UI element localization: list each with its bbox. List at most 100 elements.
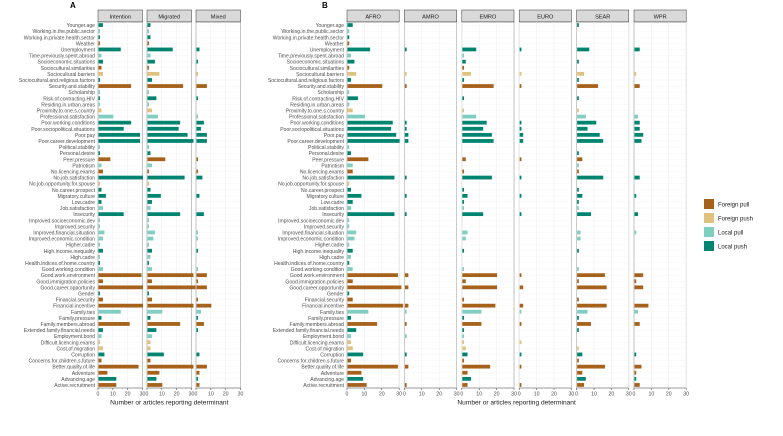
bar [634,71,637,76]
bar [634,120,640,125]
bar [147,108,152,113]
x-tick-label: 20 [551,392,557,398]
x-tick-label: 0 [346,392,349,398]
bar [462,169,465,174]
category-label: Sociocultural.and.religious.factors [19,78,96,84]
bar [98,309,121,314]
bar [347,47,371,52]
category-label: Family.members.abroad [289,322,344,328]
category-label: Peer.pressure [312,157,344,163]
category-label: High.income.inequality [293,249,345,255]
bar [98,352,105,357]
category-label: Low.cadre [72,200,95,206]
x-tick-label: 20 [174,392,180,398]
bar [98,370,108,375]
bar [98,151,100,156]
category-label: Financial.security [56,298,96,304]
bar [577,193,583,198]
bar [147,309,163,314]
bar [147,23,151,27]
bar [404,126,407,131]
x-tick-label: 20 [666,392,672,398]
bar [196,96,198,101]
bar [347,71,357,76]
category-label: Time.previously.spent.abroad [29,54,95,60]
bar [577,273,605,278]
bar [147,29,149,34]
category-label: Employment.bond [303,334,344,340]
bar [519,303,524,308]
x-tick-label: 30 [140,392,146,398]
category-label: Poor.sociopolitical.situations [280,127,344,133]
bar [404,383,407,387]
bar [196,212,204,217]
bar [196,309,201,314]
category-label: Socioeconomic.situations [38,60,96,66]
category-label: Active.recruitment [303,383,344,389]
category-label: Difficult.licencing.exams [41,340,96,346]
bar [404,47,407,52]
bar [634,132,644,137]
panel-label: B [322,1,328,10]
bar [347,181,350,186]
bar [98,315,102,320]
bar [462,71,471,76]
bar [634,322,640,326]
bar [462,157,466,162]
bar [196,120,204,125]
bar [347,193,362,198]
x-tick-label: 0 [146,392,149,398]
bar [347,132,397,137]
category-label: Gender [78,291,95,297]
bar [147,181,149,186]
bar [462,78,465,82]
bar [577,309,588,314]
category-label: Migratory.culture [57,194,95,200]
category-label: Unemployment [61,47,96,53]
bar [347,53,351,58]
bar [147,242,149,247]
bar [519,120,522,125]
bar [347,65,350,70]
bar [147,291,149,296]
bar [98,279,103,284]
bar [147,47,173,52]
panel-label: A [70,1,76,10]
bar [577,71,585,76]
facet-panel [461,21,515,389]
bar [196,169,198,174]
bar [519,84,522,88]
bar [462,230,468,235]
x-tick-label: 10 [110,392,116,398]
bar [347,84,383,88]
bar [147,145,149,149]
bar [147,236,154,241]
category-label: Extended.family.financial.needs [24,328,96,334]
bar [147,78,152,82]
category-label: Good.work.environment [41,273,96,279]
bar [347,175,395,180]
category-label: Poor.working.conditions [41,121,95,127]
bar [98,358,102,363]
category-label: Poor.pay [324,133,345,139]
bar [147,71,160,76]
bar [196,132,207,137]
category-label: Adventure [72,371,95,377]
bar [462,279,466,284]
bar [98,340,100,345]
bar [98,230,105,235]
facet-title: SEAR [595,15,610,21]
category-label: Proximity.to.one.s.country [286,108,345,114]
bar [98,328,103,332]
bar [577,297,579,302]
category-label: Younger.age [67,23,96,29]
bar [147,285,196,290]
bar [98,132,141,137]
facet-panel [518,21,572,389]
bar [462,383,468,387]
category-label: Job.satisfaction [60,206,95,212]
facet-panel [576,21,630,389]
bar [462,187,465,192]
bar [462,364,491,369]
category-label: Sociocultural.barriers [47,72,95,78]
